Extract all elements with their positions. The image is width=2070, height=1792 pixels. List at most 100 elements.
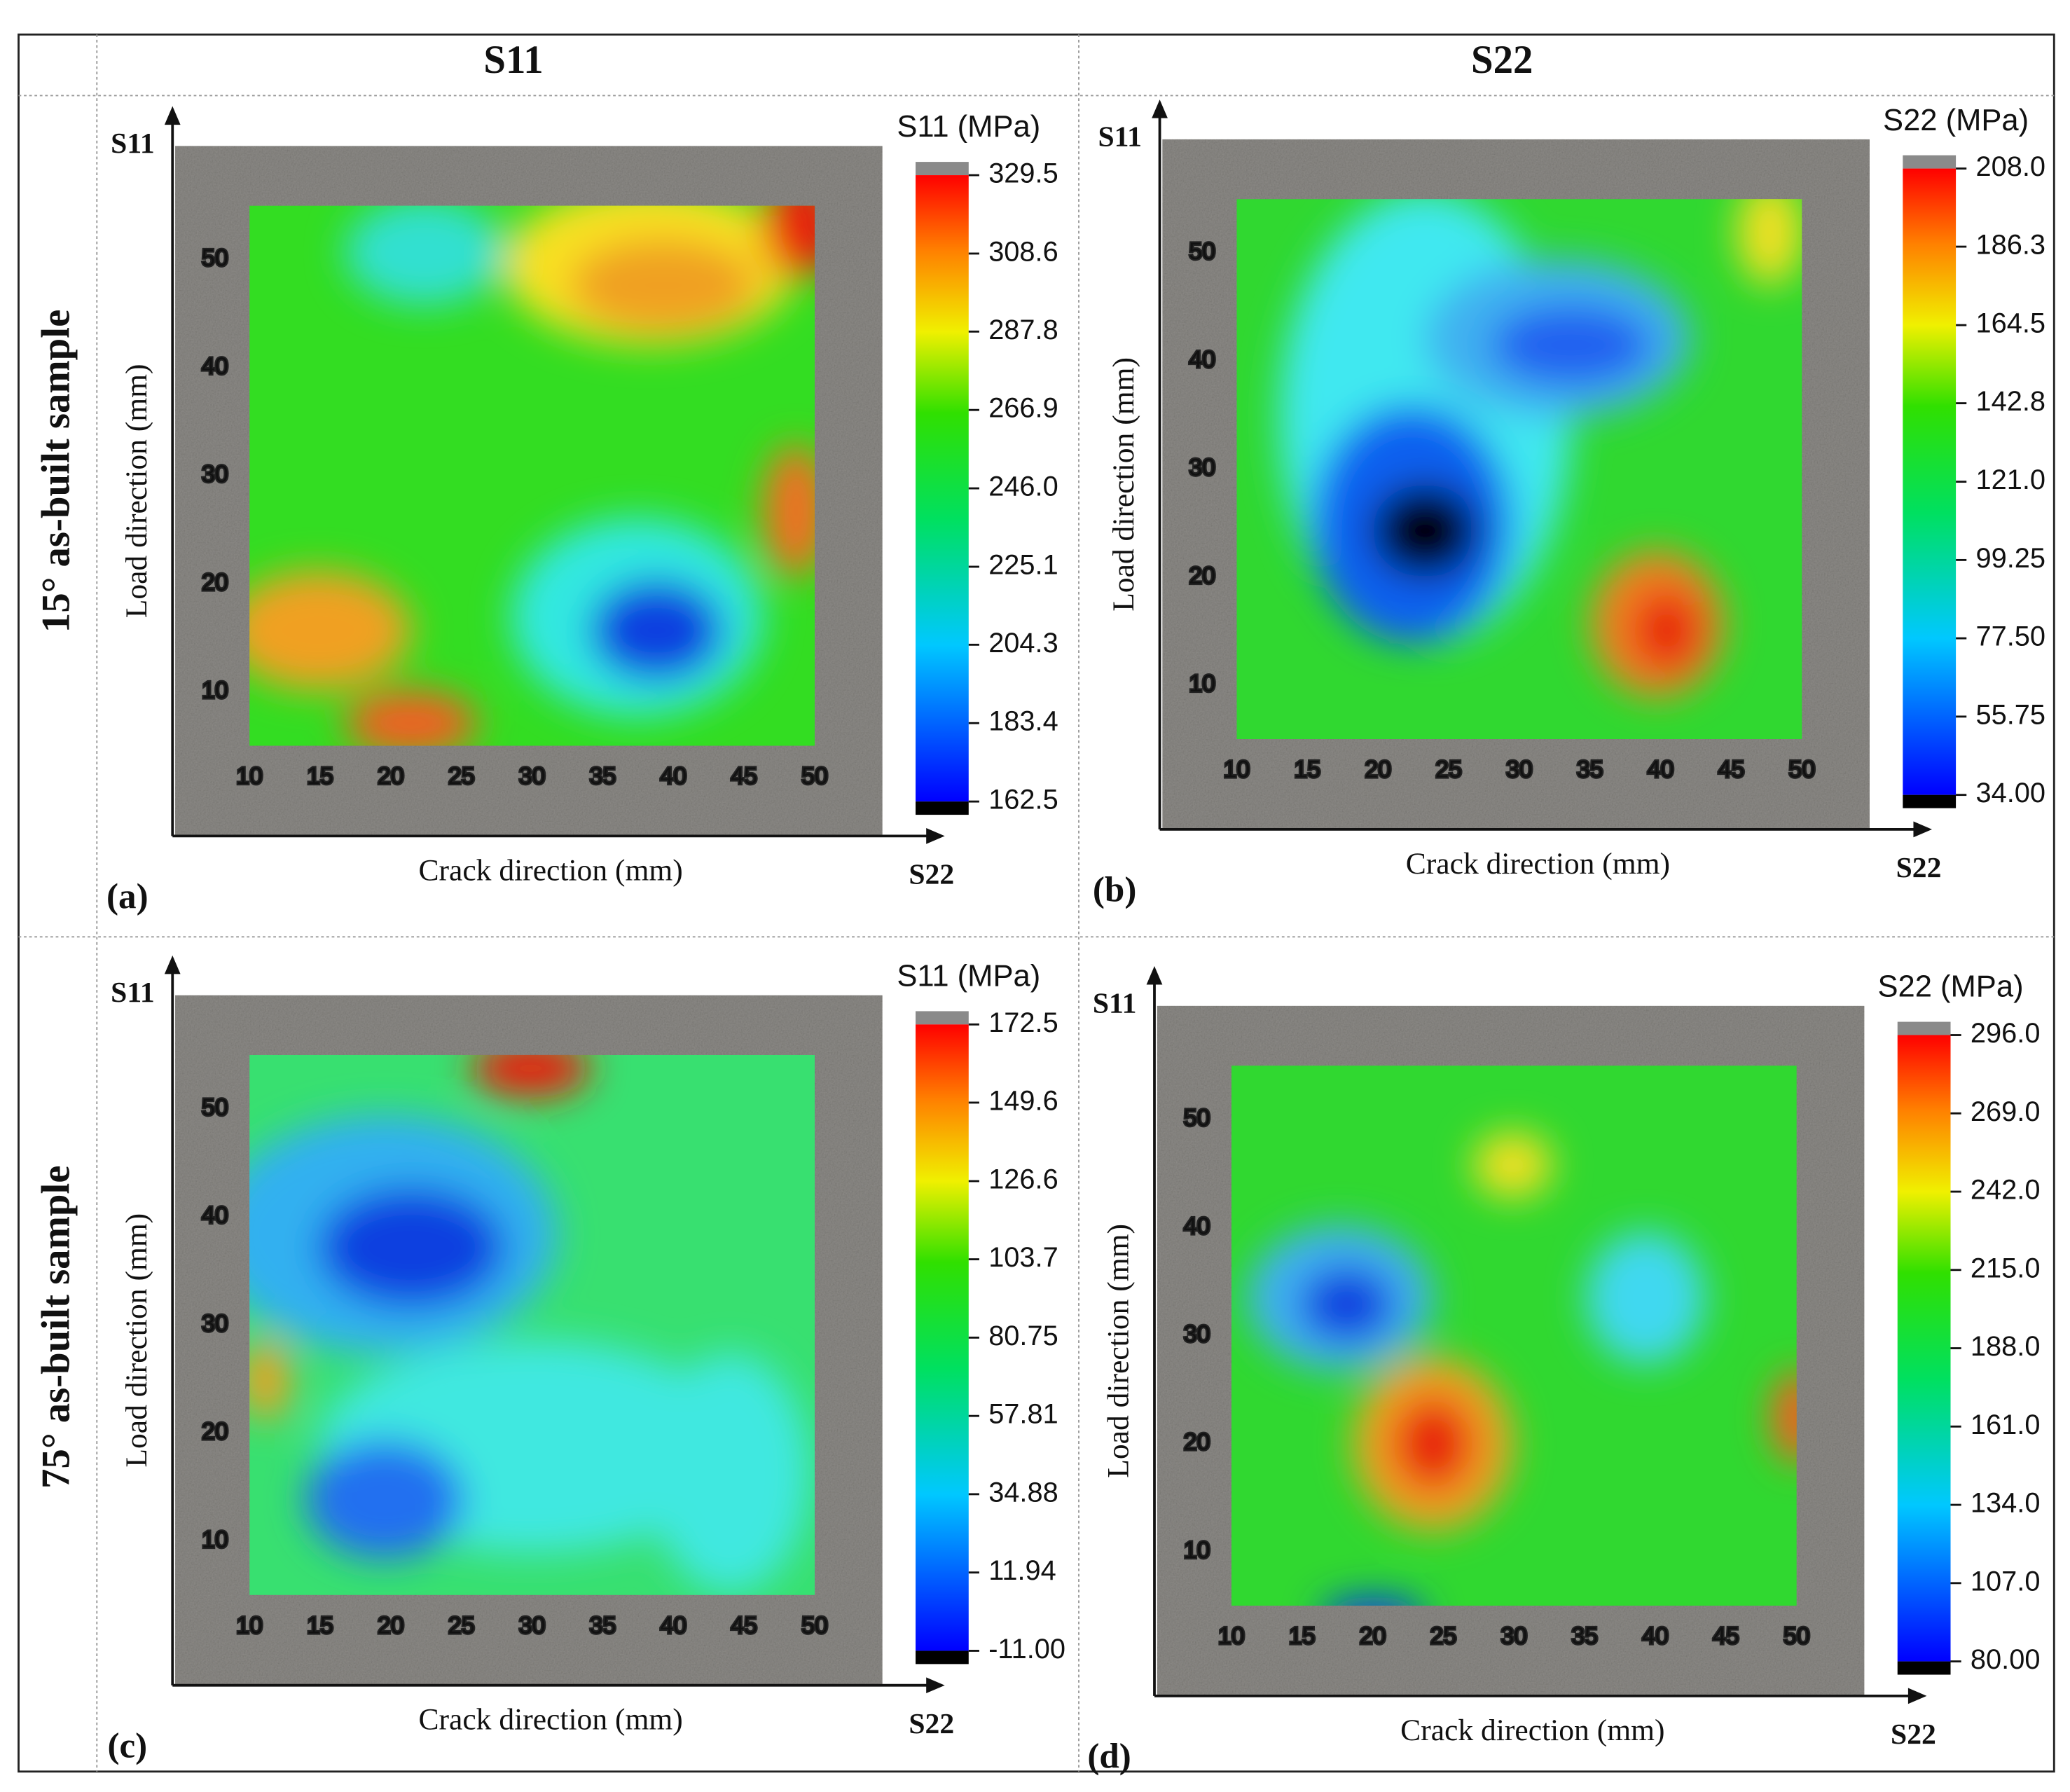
x-axis-end-label: S22 [1891,1718,1936,1751]
y-tick-label: 30 [202,461,228,488]
colorbar-tick-label: 103.7 [988,1242,1058,1273]
field-region [1771,1370,1797,1464]
x-tick-label: 50 [1783,1622,1810,1649]
panel: S11 S22 Crack direction (mm) Load direction… [107,955,1065,1765]
x-tick-label: 35 [590,1612,616,1639]
x-tick-label: 10 [1218,1622,1245,1649]
colorbar-tick-label: 188.0 [1971,1331,2041,1362]
row-header: 15° as-built sample [34,310,78,633]
y-tick-label: 50 [1189,238,1215,265]
colorbar-tick-label: 266.9 [988,393,1058,424]
colorbar-tick-label: 215.0 [1971,1253,2041,1283]
column-header: S11 [483,38,543,82]
arrow-head [1907,1688,1927,1704]
colorbar-tick-label: 308.6 [988,236,1058,267]
colorbar [916,1024,969,1651]
x-tick-label: 25 [1430,1622,1456,1649]
y-tick-label: 30 [1184,1321,1210,1348]
colorbar-title: S22 (MPa) [1883,104,2029,137]
y-tick-label: 20 [1184,1429,1210,1456]
x-axis-end-label: S22 [909,859,954,891]
y-tick-label: 50 [202,1094,228,1121]
contour-map [1236,199,1802,740]
x-tick-label: 50 [1788,757,1815,783]
field-region [305,1440,464,1559]
x-tick-label: 50 [801,1612,828,1639]
colorbar-tick-label: 134.0 [1971,1488,2041,1519]
field-region [1393,1397,1473,1491]
x-tick-label: 30 [519,1612,546,1639]
arrow-head [926,828,945,844]
y-tick-label: 50 [202,245,228,272]
y-tick-label: 40 [1184,1213,1210,1239]
colorbar-tick-label: 204.3 [988,628,1058,659]
y-axis-end-label: S11 [111,127,155,160]
arrow-head [926,1677,945,1694]
colorbar-cap-low [916,801,969,815]
x-tick-label: 45 [1718,757,1745,783]
x-tick-label: 20 [378,763,404,790]
colorbar-tick-label: 34.88 [988,1477,1058,1508]
x-tick-label: 15 [1289,1622,1316,1649]
y-tick-label: 10 [202,677,228,703]
x-tick-label: 30 [519,763,546,790]
colorbar-tick-label: 246.0 [988,471,1058,502]
colorbar-tick-label: 80.00 [1971,1644,2041,1675]
field-region [249,570,412,690]
column-header: S22 [1471,38,1533,82]
colorbar-cap-high [916,162,969,176]
field-region [471,1054,591,1098]
x-tick-label: 25 [1435,757,1462,783]
panel: S11 S22 Crack direction (mm) Load direction… [1087,966,2040,1776]
colorbar-tick-label: 99.25 [1976,543,2046,574]
x-tick-label: 30 [1500,1622,1527,1649]
colorbar-tick-label: 269.0 [1971,1096,2041,1127]
colorbar-tick-label: 161.0 [1971,1410,2041,1440]
colorbar-tick-label: 287.8 [988,315,1058,345]
colorbar-tick-label: 80.75 [988,1321,1058,1351]
colorbar [1897,1035,1951,1662]
colorbar-tick-label: 242.0 [1971,1175,2041,1206]
x-axis-label: Crack direction (mm) [1406,847,1670,881]
row-header: 75° as-built sample [34,1165,78,1489]
y-tick-label: 40 [202,1202,228,1229]
x-tick-label: 10 [236,763,263,790]
colorbar-tick-label: 11.94 [988,1555,1056,1586]
arrow-head [1146,966,1163,985]
field-region [249,1340,289,1420]
colorbar-cap-high [1897,1021,1951,1035]
colorbar-title: S22 (MPa) [1877,970,2023,1004]
arrow-head [164,955,181,974]
y-axis-end-label: S11 [111,977,155,1009]
y-tick-label: 10 [1184,1537,1210,1564]
y-tick-label: 20 [1189,563,1215,589]
map-field [1279,199,1802,697]
field-region [763,205,815,279]
colorbar-tick-label: 162.5 [988,785,1058,815]
colorbar-tick-label: 55.75 [1976,699,2046,730]
colorbar-cap-high [916,1011,969,1025]
x-tick-label: 45 [1713,1622,1739,1649]
panel: S11 S22 Crack direction (mm) Load direction… [106,106,1058,916]
field-region [1372,484,1479,578]
x-axis-end-label: S22 [909,1708,954,1740]
y-axis-end-label: S11 [1098,120,1142,153]
x-tick-label: 15 [1294,757,1320,783]
x-tick-label: 50 [801,763,828,790]
field-region [345,690,478,746]
x-tick-label: 45 [731,763,757,790]
colorbar-tick-label: 296.0 [1971,1018,2041,1049]
field-region [1585,1231,1706,1365]
colorbar-tick-label: 172.5 [988,1007,1058,1038]
y-tick-label: 30 [1189,455,1215,481]
arrow-head [164,106,181,125]
y-axis-label: Load direction (mm) [120,1213,153,1468]
x-tick-label: 35 [1571,1622,1598,1649]
y-axis-label: Load direction (mm) [1102,1224,1136,1478]
field-region [1633,590,1700,670]
field-region [1328,1596,1419,1606]
panel-label: (d) [1087,1736,1131,1776]
field-region [570,238,757,332]
x-tick-label: 25 [448,1612,475,1639]
y-tick-label: 50 [1184,1105,1210,1131]
